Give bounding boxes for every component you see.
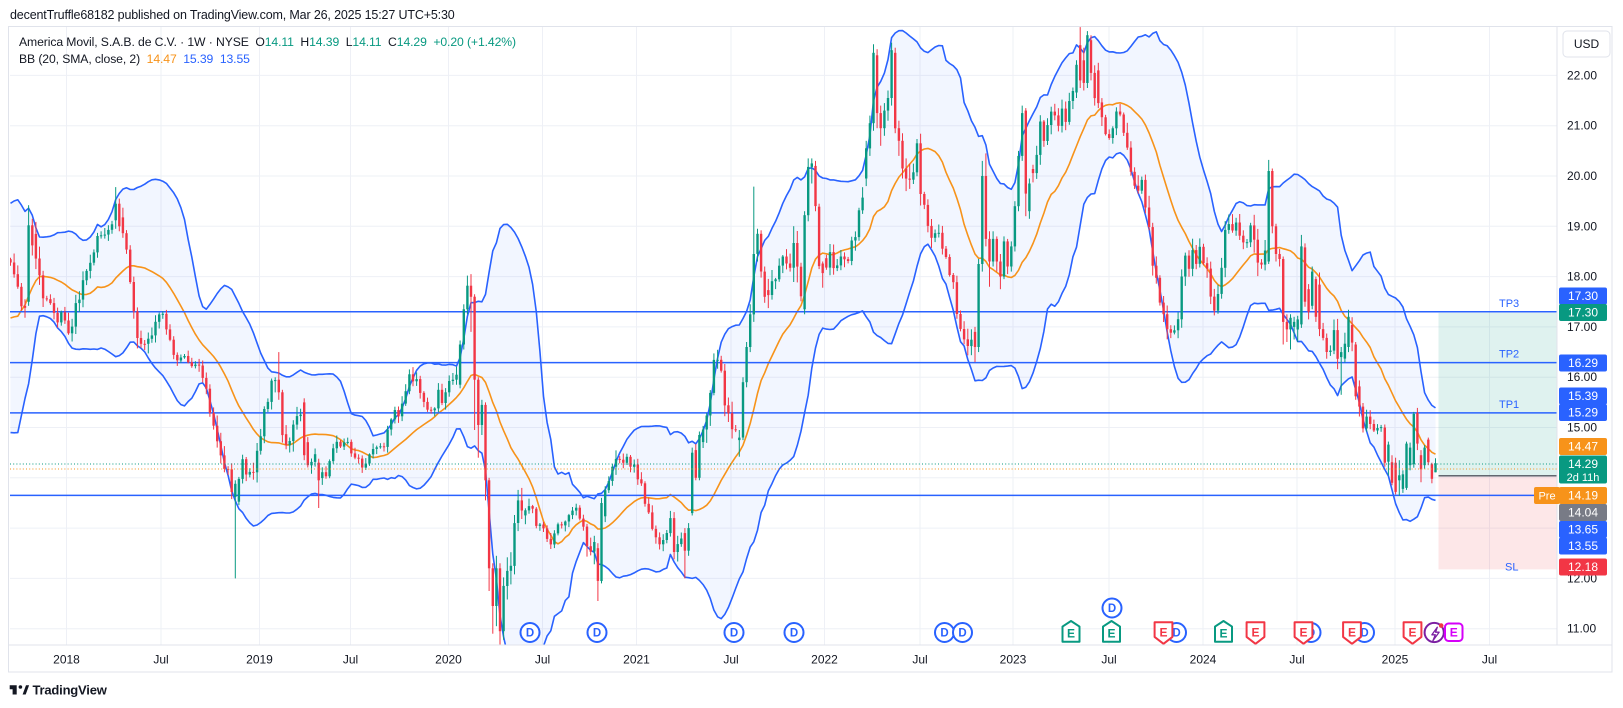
- svg-text:D: D: [730, 628, 738, 640]
- svg-text:15.39: 15.39: [1568, 389, 1598, 403]
- svg-text:22.00: 22.00: [1567, 68, 1597, 82]
- svg-text:17.30: 17.30: [1568, 289, 1598, 303]
- svg-text:15.29: 15.29: [1568, 406, 1598, 420]
- svg-text:E: E: [1299, 626, 1307, 640]
- svg-text:TradingView: TradingView: [33, 683, 108, 698]
- svg-text:E: E: [1107, 627, 1115, 641]
- svg-text:D: D: [1108, 603, 1116, 615]
- svg-text:decentTruffle68182 published o: decentTruffle68182 published on TradingV…: [10, 8, 455, 22]
- svg-text:20.00: 20.00: [1567, 169, 1597, 183]
- svg-text:13.55: 13.55: [1568, 539, 1598, 553]
- svg-text:D: D: [940, 628, 948, 640]
- svg-text:Jul: Jul: [912, 653, 927, 667]
- svg-text:14.19: 14.19: [1568, 489, 1598, 503]
- svg-text:13.65: 13.65: [1568, 523, 1598, 537]
- svg-text:Jul: Jul: [343, 653, 358, 667]
- svg-text:16.29: 16.29: [1568, 356, 1598, 370]
- svg-text:2025: 2025: [1382, 653, 1409, 667]
- svg-text:2018: 2018: [53, 653, 80, 667]
- svg-text:TP3: TP3: [1499, 298, 1519, 310]
- svg-text:Pre: Pre: [1538, 491, 1555, 503]
- svg-text:2022: 2022: [811, 653, 838, 667]
- svg-text:18.00: 18.00: [1567, 270, 1597, 284]
- svg-text:19.00: 19.00: [1567, 219, 1597, 233]
- svg-text:2024: 2024: [1190, 653, 1217, 667]
- svg-text:2023: 2023: [1000, 653, 1027, 667]
- svg-text:America Movil, S.A.B. de C.V.: America Movil, S.A.B. de C.V. · 1W · NYS…: [19, 35, 516, 49]
- svg-text:11.00: 11.00: [1567, 622, 1596, 636]
- svg-text:15.00: 15.00: [1567, 421, 1597, 435]
- svg-text:2019: 2019: [246, 653, 273, 667]
- svg-text:E: E: [1159, 626, 1167, 640]
- svg-text:D: D: [593, 628, 601, 640]
- svg-text:BB (20, SMA, close, 2) 14.47: BB (20, SMA, close, 2) 14.47 15.39 13.55: [19, 52, 250, 66]
- svg-text:D: D: [790, 628, 798, 640]
- svg-text:Jul: Jul: [723, 653, 738, 667]
- svg-text:Jul: Jul: [535, 653, 550, 667]
- svg-text:D: D: [958, 628, 966, 640]
- svg-text:2d 11h: 2d 11h: [1567, 472, 1600, 484]
- svg-text:E: E: [1067, 627, 1075, 641]
- svg-text:17.30: 17.30: [1568, 306, 1598, 320]
- svg-text:Jul: Jul: [1101, 653, 1116, 667]
- svg-text:14.47: 14.47: [1568, 440, 1598, 454]
- svg-text:SL: SL: [1505, 562, 1518, 574]
- svg-text:E: E: [1408, 626, 1416, 640]
- svg-text:17.00: 17.00: [1567, 320, 1597, 334]
- svg-text:E: E: [1348, 626, 1356, 640]
- svg-text:21.00: 21.00: [1567, 119, 1597, 133]
- svg-text:14.29: 14.29: [1568, 457, 1598, 471]
- svg-text:12.18: 12.18: [1568, 560, 1598, 574]
- svg-text:2020: 2020: [435, 653, 462, 667]
- svg-text:E: E: [1450, 626, 1458, 640]
- svg-text:2021: 2021: [623, 653, 650, 667]
- svg-text:Jul: Jul: [153, 653, 168, 667]
- svg-text:USD: USD: [1574, 37, 1600, 51]
- svg-text:Jul: Jul: [1289, 653, 1304, 667]
- svg-text:Jul: Jul: [1482, 653, 1497, 667]
- svg-text:TP2: TP2: [1499, 349, 1519, 361]
- svg-text:16.00: 16.00: [1567, 370, 1597, 384]
- svg-text:E: E: [1251, 626, 1259, 640]
- svg-text:D: D: [1360, 628, 1368, 640]
- svg-text:14.04: 14.04: [1568, 506, 1598, 520]
- svg-text:TP1: TP1: [1499, 399, 1519, 411]
- svg-text:D: D: [1172, 628, 1180, 640]
- svg-text:E: E: [1219, 627, 1227, 641]
- svg-text:D: D: [526, 628, 534, 640]
